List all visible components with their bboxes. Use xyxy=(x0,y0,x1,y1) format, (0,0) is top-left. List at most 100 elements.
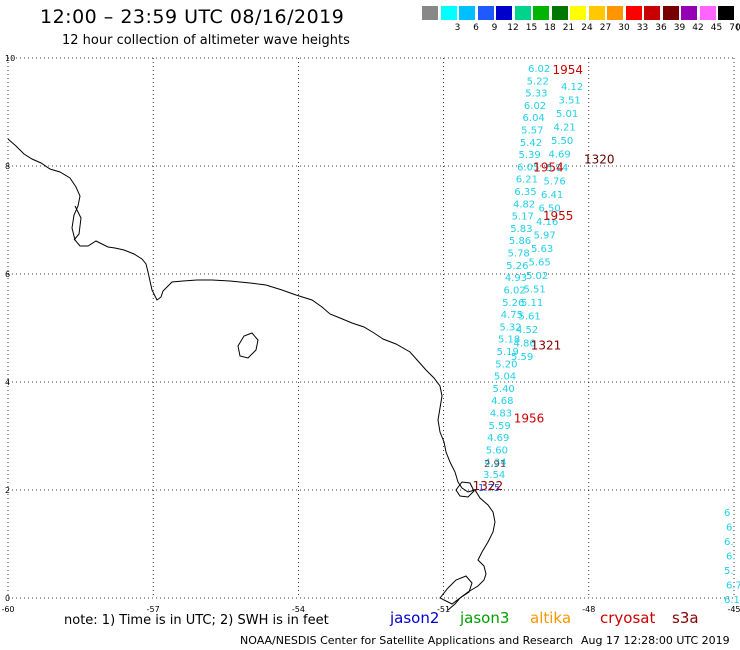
swh-value: 4.12 xyxy=(561,82,583,93)
scale-swatch xyxy=(551,6,568,20)
marajo-island-outline xyxy=(439,575,473,605)
scale-swatch xyxy=(496,6,512,20)
swh-value: 4.68 xyxy=(491,396,513,407)
swh-value: 5.40 xyxy=(493,384,515,395)
scale-swatch xyxy=(440,6,457,20)
swh-value: 6.02 xyxy=(503,285,525,296)
scale-swatch xyxy=(533,6,549,20)
swh-value: 5.01 xyxy=(556,109,578,120)
swh-value: 5.59 xyxy=(488,421,510,432)
swh-value: 4.86 xyxy=(514,339,536,350)
swh-value: 6. xyxy=(726,552,736,563)
swh-value: 5.17 xyxy=(512,212,534,223)
pass-time-label: 1954 xyxy=(553,63,584,77)
x-tick-label: -57 xyxy=(147,605,160,614)
swh-value: 6.05 xyxy=(517,162,539,173)
swh-value: 6 xyxy=(726,523,732,534)
scale-swatch xyxy=(644,6,660,20)
swh-value: 4.83 xyxy=(490,408,512,419)
y-tick-label: 4 xyxy=(5,378,10,387)
swh-value: 5.18 xyxy=(498,335,520,346)
y-tick-label: 0 xyxy=(5,594,10,603)
swh-value: 5.20 xyxy=(495,359,517,370)
x-tick-label: -45 xyxy=(727,605,740,614)
footer-note: note: 1) Time is in UTC; 2) SWH is in fe… xyxy=(64,613,329,628)
swh-value: 3.54 xyxy=(483,470,505,481)
pass-time-labels: 1954 1320 1954 1955 1321 1956 1322 xyxy=(473,63,615,493)
swh-value: 4.93 xyxy=(505,273,527,284)
scale-tick-label: 6 xyxy=(473,23,479,33)
satellite-legend-item: jason2 xyxy=(390,609,440,627)
scale-tick-label: 30 xyxy=(618,23,630,33)
swh-value: 4.82 xyxy=(513,199,535,210)
scale-swatch xyxy=(459,6,475,20)
scale-tick-label: 27 xyxy=(599,23,612,33)
swh-value: 5.42 xyxy=(520,138,542,149)
swh-value: 4.69 xyxy=(487,433,509,444)
scale-swatch xyxy=(514,6,531,20)
scale-swatch xyxy=(625,6,642,20)
satellite-legend-item: altika xyxy=(530,609,572,627)
swh-value: 3.51 xyxy=(559,96,581,107)
swh-value: 6. xyxy=(724,537,734,548)
satellite-legend-item: jason3 xyxy=(460,609,510,627)
swh-value: 5.76 xyxy=(544,177,566,188)
scale-swatch xyxy=(681,6,697,20)
swh-value: 5.63 xyxy=(531,244,553,255)
swh-value: 4.75 xyxy=(501,310,523,321)
swh-value: 1.75 xyxy=(478,483,500,494)
coastline-path xyxy=(7,138,496,611)
swh-value: 5.60 xyxy=(486,445,508,456)
scale-tick-label: 18 xyxy=(544,23,556,33)
swh-value: 5.51 xyxy=(524,285,546,296)
swh-value: 6.7 xyxy=(726,581,740,592)
coastline xyxy=(7,138,496,611)
swh-value: 5.22 xyxy=(527,76,549,87)
pass-time-label: 1955 xyxy=(543,209,574,223)
inlet-outline xyxy=(73,205,82,241)
swh-value: 5.86 xyxy=(509,236,531,247)
swh-value: 5.78 xyxy=(508,249,530,260)
swh-value: 5.50 xyxy=(551,136,573,147)
scale-tick-label: 3 xyxy=(454,23,461,33)
swh-value: 5.61 xyxy=(519,312,541,323)
pass-time-label: 1954 xyxy=(533,160,564,174)
swh-value: 4.34 xyxy=(484,458,506,469)
swh-value: 5.26 xyxy=(502,298,524,309)
x-tick-label: -54 xyxy=(292,605,305,614)
swh-value: 6.21 xyxy=(516,175,538,186)
scale-swatch xyxy=(662,6,679,20)
swh-value: 6.1 xyxy=(724,595,740,606)
scale-tick-label: 39 xyxy=(673,23,686,33)
scale-swatch xyxy=(607,6,623,20)
swh-value: 5.57 xyxy=(521,126,543,137)
y-tick-label: 10 xyxy=(5,54,15,63)
swh-values: 6.025.225.336.026.045.575.425.396.056.21… xyxy=(478,64,740,606)
timestamp: Aug 17 12:28:00 UTC 2019 xyxy=(581,634,730,647)
swh-value: 5. xyxy=(724,566,734,577)
swh-value: 5.19 xyxy=(497,347,519,358)
lake-outline xyxy=(237,332,259,359)
swh-value: 5.11 xyxy=(521,298,543,309)
scale-tick-label: 9 xyxy=(491,23,498,33)
swh-value: 5.14 xyxy=(546,163,568,174)
map-subtitle: 12 hour collection of altimeter wave hei… xyxy=(62,33,350,48)
swh-value: 2.91 xyxy=(484,459,506,470)
swh-value: 5.39 xyxy=(518,150,540,161)
scale-tick-label: 70 xyxy=(729,23,740,33)
scale-swatch xyxy=(699,6,716,20)
scale-swatch xyxy=(718,6,734,20)
y-tick-label: 8 xyxy=(5,162,10,171)
graticule xyxy=(7,57,735,599)
scale-tick-label: 33 xyxy=(636,23,649,33)
scale-tick-label: 42 xyxy=(692,23,704,33)
pass-time-label: 1322 xyxy=(473,479,504,493)
swh-value: 4.69 xyxy=(549,150,571,161)
swh-value: 6 xyxy=(724,508,730,519)
pass-time-label: 1321 xyxy=(531,339,562,353)
map-title: 12:00 – 23:59 UTC 08/16/2019 xyxy=(40,6,345,28)
swh-value: 5.26 xyxy=(506,261,528,272)
swh-value: 6.04 xyxy=(523,113,545,124)
pass-time-label: 1956 xyxy=(514,412,545,426)
swh-value: 6.50 xyxy=(539,204,561,215)
